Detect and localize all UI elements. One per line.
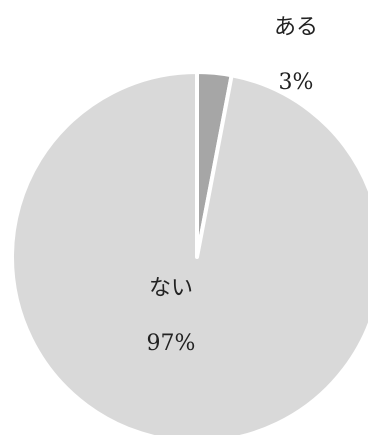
pie-slices [10, 70, 368, 435]
slice-label-aru: ある [274, 15, 318, 40]
slice-value-aru: 3% [279, 70, 314, 95]
slice-value-nai: 97% [147, 331, 196, 356]
slice-label-nai: ない [149, 276, 193, 301]
pie-labels: ある 3% ない 97% [147, 15, 318, 356]
pie-slice-nai [10, 70, 368, 435]
